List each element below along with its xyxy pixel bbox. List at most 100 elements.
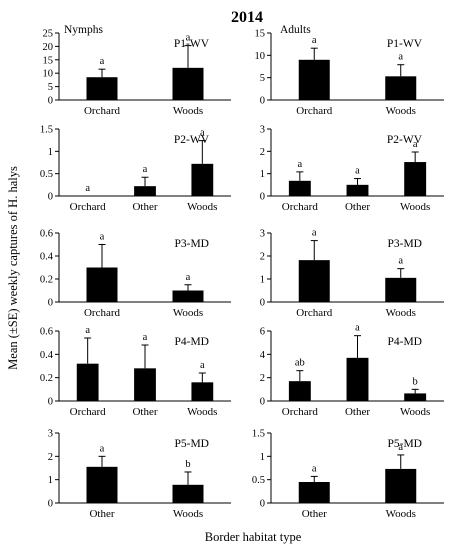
bar [86, 77, 118, 100]
significance-letter: a [355, 166, 360, 177]
y-tick-label: 0.4 [40, 350, 54, 361]
panel-label: P4-MD [174, 336, 209, 348]
y-tick-label: 25 [43, 29, 54, 40]
significance-letter: a [100, 232, 105, 243]
x-tick-label: Other [132, 201, 157, 213]
significance-letter: a [355, 323, 360, 334]
y-tick-label: 1 [48, 475, 53, 486]
y-tick-label: 0 [48, 397, 53, 408]
y-tick-label: 0 [48, 96, 53, 107]
panel-nymphs-p2-wv: 0 0.5 1 1.5 P2-WV Orchard a Other a Woods a [40, 125, 231, 213]
bar [172, 67, 204, 100]
panels: 0510152025P1-WVOrchardaWoodsa051015P1-WV… [40, 29, 444, 520]
y-tick-label: 0 [260, 397, 265, 408]
y-tick-label: 0.4 [40, 252, 54, 263]
panel-adults-p4-md: 0 2 4 6 P4-MD Orchard ab Other a Woods b [260, 323, 444, 418]
panel-nymphs-p5-md: 0 1 2 3 P5-MD Other a Woods b [48, 429, 231, 520]
bar [298, 260, 330, 302]
y-tick-label: 0 [260, 499, 265, 510]
x-tick-label: Orchard [296, 105, 333, 117]
y-tick-label: 1 [260, 452, 265, 463]
significance-letter: a [100, 56, 105, 67]
x-tick-label: Orchard [70, 406, 107, 418]
panel-label: P5-MD [387, 438, 422, 450]
bar [404, 162, 427, 196]
y-tick-label: 3 [260, 229, 265, 240]
x-tick-label: Orchard [282, 201, 319, 213]
y-tick-label: 0 [260, 298, 265, 309]
bar [404, 393, 427, 401]
significance-letter: b [413, 376, 418, 387]
x-tick-label: Orchard [84, 307, 121, 319]
y-tick-label: 5 [48, 82, 53, 93]
bar [172, 290, 204, 302]
significance-letter: a [312, 228, 317, 239]
significance-letter: a [312, 463, 317, 474]
panel-adults-p1-wv: 0 5 10 15 P1-WV Orchard a Woods a [255, 29, 444, 117]
significance-letter: a [297, 159, 302, 170]
y-tick-label: 2 [260, 373, 265, 384]
bar [134, 368, 156, 401]
y-tick-label: 15 [43, 55, 54, 66]
x-tick-label: Woods [187, 201, 217, 213]
y-tick-label: 1 [260, 275, 265, 286]
x-tick-label: Woods [386, 105, 416, 117]
bar [86, 267, 118, 302]
x-tick-label: Other [345, 201, 370, 213]
significance-letter: a [398, 52, 403, 63]
y-tick-label: 1.5 [252, 429, 265, 440]
y-tick-label: 3 [260, 125, 265, 136]
panel-label: P3-MD [174, 238, 209, 250]
significance-letter: a [398, 256, 403, 267]
bar [385, 277, 417, 302]
bar [288, 180, 311, 196]
y-tick-label: 1 [48, 147, 53, 158]
significance-letter: a [200, 128, 205, 139]
y-tick-label: 0.5 [40, 169, 53, 180]
significance-letter: a [186, 272, 191, 283]
significance-letter: a [200, 360, 205, 371]
bar [385, 76, 417, 100]
bar [288, 381, 311, 401]
bar [76, 363, 99, 401]
x-tick-label: Other [132, 406, 157, 418]
bar [86, 466, 118, 503]
x-tick-label: Woods [173, 307, 203, 319]
y-tick-label: 0 [48, 192, 53, 203]
y-axis-title: Mean (±SE) weekly captures of H. halys [6, 166, 20, 370]
y-tick-label: 2 [260, 252, 265, 263]
y-tick-label: 1.5 [40, 125, 53, 136]
x-tick-label: Woods [173, 105, 203, 117]
bar [298, 59, 330, 100]
x-tick-label: Orchard [282, 406, 319, 418]
y-tick-label: 3 [48, 429, 53, 440]
panel-nymphs-p3-md: 0 0.2 0.4 0.6 P3-MD Orchard a Woods a [40, 229, 231, 319]
bar [346, 184, 369, 196]
bar [172, 484, 204, 503]
panel-label: P2-WV [387, 134, 423, 146]
y-tick-label: 0 [48, 499, 53, 510]
y-tick-label: 10 [255, 51, 266, 62]
panel-adults-p3-md: 0 1 2 3 P3-MD Orchard a Woods a [260, 228, 444, 319]
bar [191, 382, 214, 401]
significance-letter: a [143, 332, 148, 343]
y-tick-label: 0.2 [40, 275, 53, 286]
x-tick-label: Woods [173, 508, 203, 520]
x-tick-label: Woods [386, 508, 416, 520]
panel-label: P1-WV [387, 38, 423, 50]
x-tick-label: Other [89, 508, 114, 520]
x-tick-label: Woods [400, 406, 430, 418]
x-tick-label: Other [345, 406, 370, 418]
column-label-nymphs: Nymphs [64, 24, 104, 36]
significance-letter: a [186, 33, 191, 44]
panel-label: P5-MD [174, 438, 209, 450]
column-label-adults: Adults [280, 24, 311, 36]
y-tick-label: 20 [43, 42, 54, 53]
y-tick-label: 0 [260, 192, 265, 203]
y-tick-label: 0 [48, 298, 53, 309]
x-tick-label: Orchard [84, 105, 121, 117]
y-tick-label: 10 [43, 69, 54, 80]
y-tick-label: 0.5 [252, 475, 265, 486]
x-tick-label: Woods [386, 307, 416, 319]
